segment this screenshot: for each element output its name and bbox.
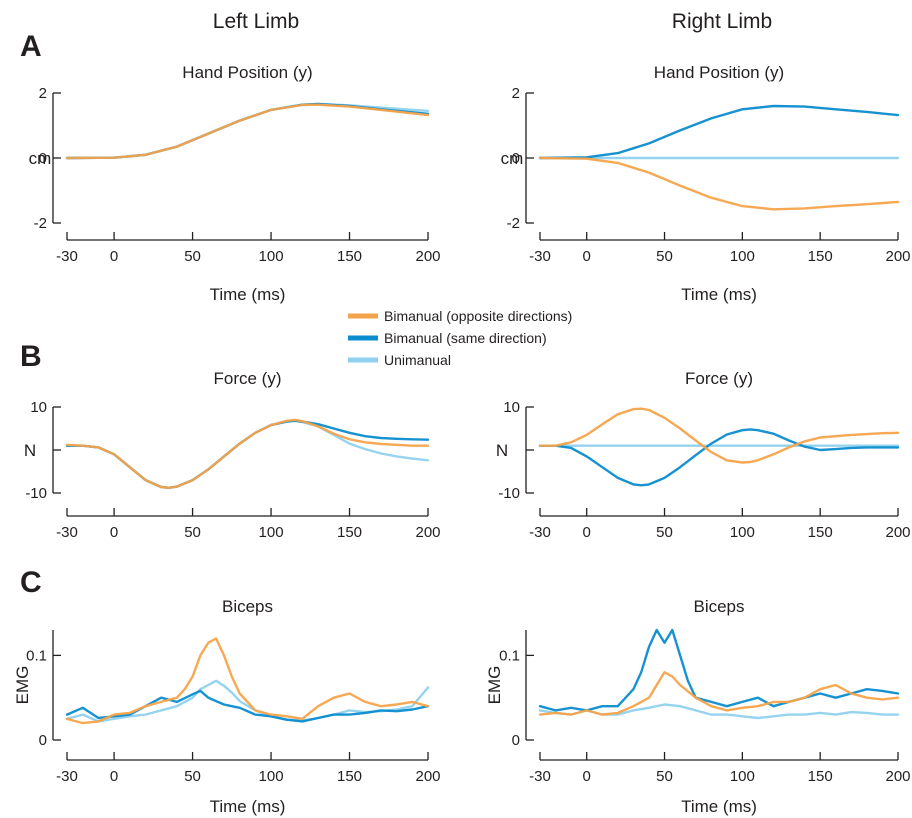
y-tick-label: 0 <box>512 150 520 167</box>
x-tick-label: 200 <box>415 768 440 785</box>
legend: Bimanual (opposite directions) Bimanual … <box>348 308 572 368</box>
plots: Hand Position (y)20-2cm-30 0 50 100 150 200Ti… <box>13 63 911 816</box>
y-tick-label: 0 <box>512 732 520 749</box>
chart-title: Force (y) <box>685 369 753 388</box>
series-line-bimanual-opposite-directions- <box>65 637 430 725</box>
x-tick-label: -30 <box>529 768 551 785</box>
x-tick-label: 150 <box>808 524 833 541</box>
x-tick-label: 100 <box>259 524 284 541</box>
series-line-bimanual-opposite-directions- <box>65 418 430 489</box>
y-axis-label: cm <box>501 149 524 168</box>
x-axis-label: Time (ms) <box>681 285 757 304</box>
series-line-unimanual <box>65 679 430 723</box>
x-tick-label: 100 <box>259 768 284 785</box>
x-tick-label: 0 <box>110 768 118 785</box>
x-tick-label: 100 <box>730 248 755 265</box>
chart-B-right: Force (y) 10 -10 N -30 0 50 100 150 200 <box>496 369 911 541</box>
series-line-unimanual <box>65 102 430 160</box>
x-tick-label: 200 <box>415 524 440 541</box>
x-tick-label: 100 <box>259 248 284 265</box>
chart-title: Force (y) <box>214 369 282 388</box>
x-tick-label: 50 <box>656 768 673 785</box>
y-tick-label: 0.1 <box>499 647 520 664</box>
x-tick-label: -30 <box>529 248 551 265</box>
x-tick-label: 100 <box>730 524 755 541</box>
y-axis-label: N <box>496 441 508 460</box>
panel-letter-a: A <box>20 30 42 63</box>
x-tick-label: 150 <box>808 248 833 265</box>
x-axis-label: Time (ms) <box>210 797 286 816</box>
legend-label-same: Bimanual (same direction) <box>384 330 547 346</box>
col-title-left: Left Limb <box>213 10 299 33</box>
y-tick-label: 0 <box>39 732 47 749</box>
y-tick-label: -2 <box>507 215 520 232</box>
series-line-bimanual-opposite-directions- <box>538 156 900 211</box>
x-tick-label: 200 <box>885 524 910 541</box>
series-line-bimanual-opposite-directions- <box>538 671 900 716</box>
chart-B-left: Force (y) 10 -10 N -30 0 50 100 150 200 <box>24 369 441 541</box>
chart-title: Hand Position (y) <box>654 63 784 82</box>
x-axis-label: Time (ms) <box>681 797 757 816</box>
series-line-bimanual-same-direction- <box>538 428 900 487</box>
chart-title: Biceps <box>222 597 273 616</box>
panel-letter-c: C <box>20 566 42 599</box>
chart-A-right: Hand Position (y) 2 0 -2 cm -30 0 50 100 150 200 Ti… <box>501 63 911 304</box>
x-tick-label: 50 <box>656 524 673 541</box>
series-line-bimanual-same-direction- <box>65 419 430 489</box>
legend-label-opposite: Bimanual (opposite directions) <box>384 308 572 324</box>
x-tick-label: 50 <box>184 248 201 265</box>
series-line-unimanual <box>65 419 430 489</box>
y-tick-label: 0 <box>39 150 47 167</box>
x-tick-label: -30 <box>56 768 78 785</box>
x-tick-label: 0 <box>583 248 591 265</box>
y-axis-label: EMG <box>13 666 32 705</box>
x-tick-label: 50 <box>656 248 673 265</box>
y-tick-label: 0.1 <box>26 647 47 664</box>
x-tick-label: 150 <box>337 248 362 265</box>
x-tick-label: 0 <box>110 248 118 265</box>
x-tick-label: 200 <box>885 248 910 265</box>
x-axis-label: Time (ms) <box>210 285 286 304</box>
x-tick-label: 0 <box>110 524 118 541</box>
series-line-bimanual-opposite-directions- <box>538 407 900 464</box>
x-tick-label: 100 <box>730 768 755 785</box>
y-tick-label: 2 <box>39 85 47 102</box>
y-tick-label: 10 <box>503 399 520 416</box>
chart-C-right: Biceps 0.1 0 EMG -30 0 50 100 150 200 Time (ms) <box>485 597 911 816</box>
x-tick-label: -30 <box>56 524 78 541</box>
y-tick-label: -10 <box>25 485 47 502</box>
y-tick-label: -10 <box>498 485 520 502</box>
legend-label-unimanual: Unimanual <box>384 352 451 368</box>
panel-letter-b: B <box>20 340 42 373</box>
y-tick-label: 10 <box>30 399 47 416</box>
y-tick-label: 2 <box>512 85 520 102</box>
chart-title: Biceps <box>693 597 744 616</box>
series-line-bimanual-same-direction- <box>65 102 430 160</box>
x-tick-label: 150 <box>337 524 362 541</box>
x-tick-label: 200 <box>415 248 440 265</box>
x-tick-label: 50 <box>184 524 201 541</box>
x-tick-label: -30 <box>529 524 551 541</box>
series-line-bimanual-opposite-directions- <box>65 103 430 160</box>
y-axis-label: N <box>24 441 36 460</box>
y-axis-label: EMG <box>485 666 504 705</box>
series-line-bimanual-same-direction- <box>538 104 900 160</box>
y-tick-label: -2 <box>34 215 47 232</box>
x-tick-label: -30 <box>56 248 78 265</box>
x-tick-label: 0 <box>583 524 591 541</box>
chart-A-left: Hand Position (y) 2 0 -2 cm -30 0 50 100 150 200 Ti… <box>29 63 441 304</box>
x-tick-label: 0 <box>583 768 591 785</box>
series-line-bimanual-same-direction- <box>538 628 900 712</box>
chart-title: Hand Position (y) <box>182 63 312 82</box>
x-tick-label: 200 <box>885 768 910 785</box>
x-tick-label: 50 <box>184 768 201 785</box>
col-title-right: Right Limb <box>672 10 772 33</box>
y-axis-label: cm <box>29 149 52 168</box>
x-tick-label: 150 <box>337 768 362 785</box>
x-tick-label: 150 <box>808 768 833 785</box>
chart-C-left: Biceps 0.1 0 EMG -30 0 50 100 150 200 Time (ms) <box>13 597 441 816</box>
